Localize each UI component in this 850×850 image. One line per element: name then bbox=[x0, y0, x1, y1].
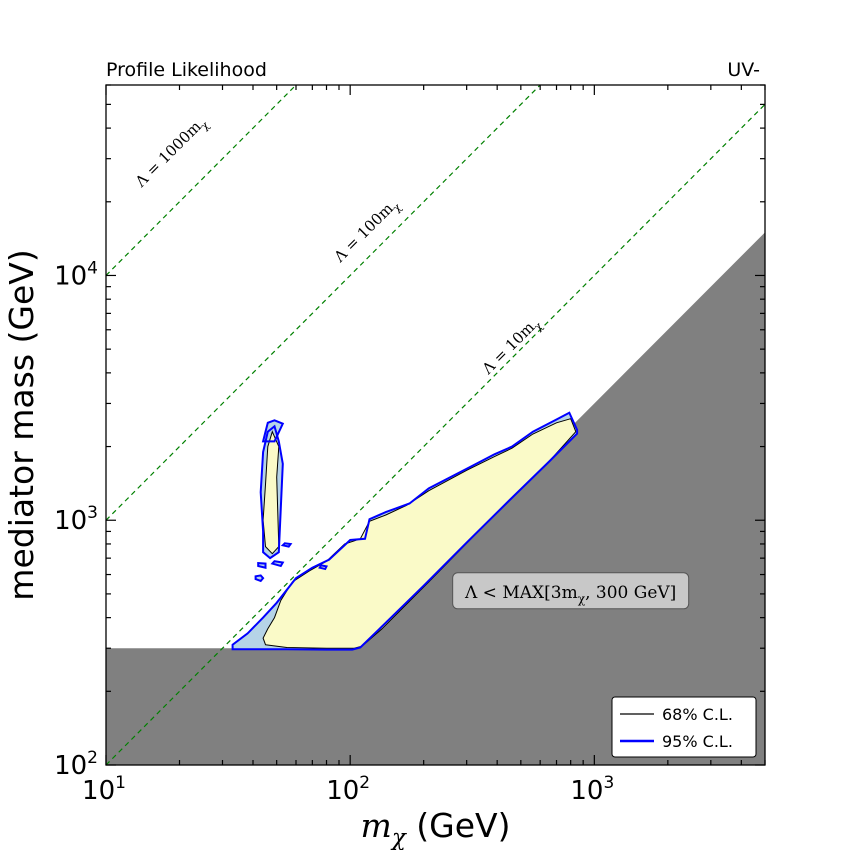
y-tick-label-0: 102 bbox=[54, 748, 98, 781]
ci95-contour-5 bbox=[270, 560, 285, 568]
reference-line-label-1000: Λ = 1000mχ bbox=[131, 112, 212, 193]
plot-area bbox=[106, 85, 765, 765]
excluded-region-label: Λ < MAX[3mχ, 300 GeV] bbox=[464, 583, 676, 606]
y-tick-label-2: 104 bbox=[54, 258, 98, 291]
x-axis-label: mχ (GeV) bbox=[361, 806, 511, 850]
legend-label-0: 68% C.L. bbox=[662, 705, 733, 724]
y-axis-label: mediator mass (GeV) bbox=[2, 249, 41, 600]
ci95-contour-0 bbox=[231, 411, 579, 651]
plot-frame bbox=[105, 84, 766, 766]
ci95-contour-3 bbox=[254, 574, 265, 583]
excluded-region-label-box bbox=[452, 572, 690, 610]
x-tick-label-1: 102 bbox=[326, 773, 370, 806]
y-tick-label-1: 103 bbox=[54, 503, 98, 536]
reference-line-1000 bbox=[106, 85, 297, 276]
x-tick-label-0: 101 bbox=[82, 773, 126, 806]
ci95-contour-6 bbox=[280, 542, 293, 548]
ci95-contour-2 bbox=[259, 424, 284, 560]
ci95-contour-4 bbox=[257, 562, 267, 569]
excluded-region bbox=[106, 232, 765, 765]
legend-label-1: 95% C.L. bbox=[662, 732, 733, 751]
chart-title-left: Profile Likelihood bbox=[106, 59, 267, 81]
reference-line-10 bbox=[106, 103, 765, 765]
ci95-contour-1 bbox=[261, 419, 285, 443]
chart-title-right: UV- bbox=[727, 59, 760, 81]
ci68-fill-0 bbox=[263, 418, 576, 649]
x-tick-label-2: 103 bbox=[570, 773, 614, 806]
reference-line-100 bbox=[106, 85, 542, 521]
reference-line-label-10: Λ = 10mχ bbox=[478, 313, 546, 381]
ci95-contour-7 bbox=[318, 564, 328, 571]
